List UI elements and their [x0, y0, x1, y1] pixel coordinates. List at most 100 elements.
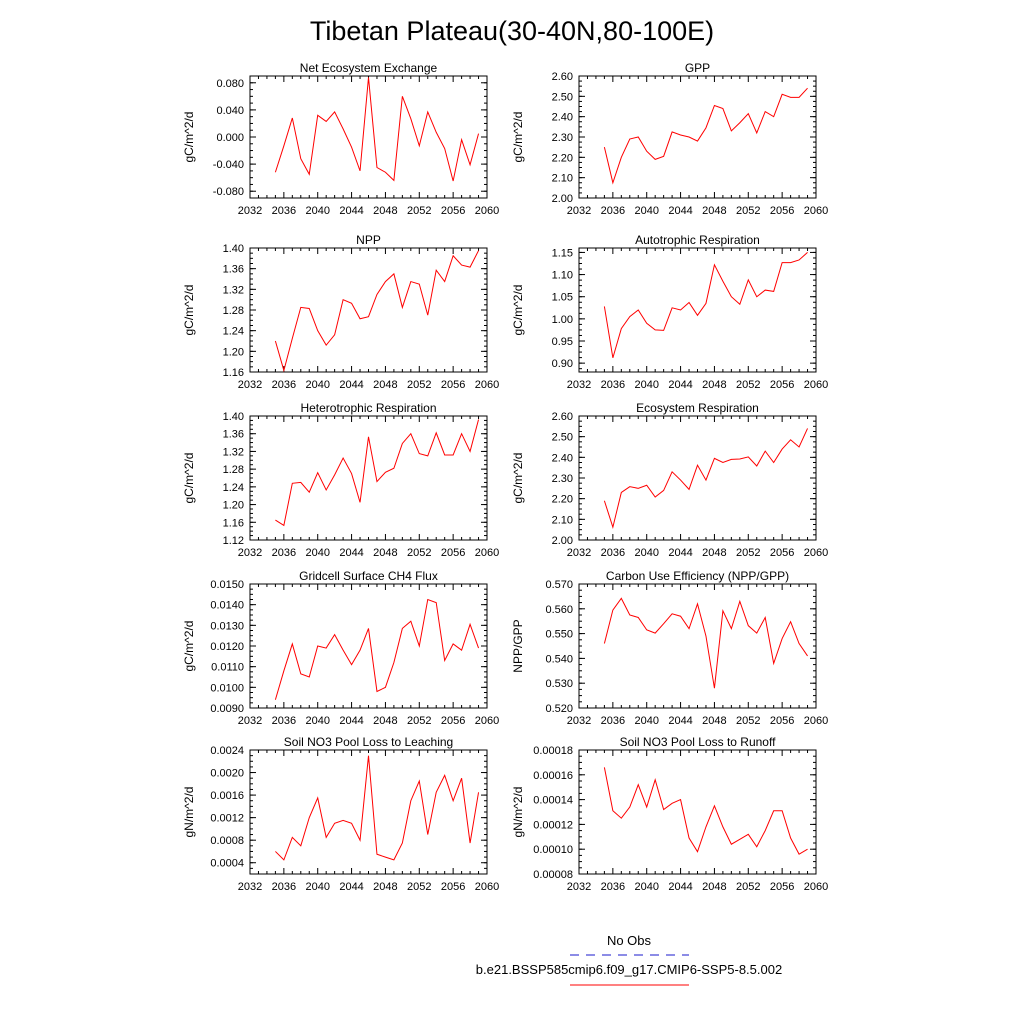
x-tick-label: 2052 — [736, 881, 760, 893]
x-tick-label: 2044 — [339, 205, 363, 217]
x-tick-label: 2052 — [736, 547, 760, 559]
y-tick-label: 0.90 — [552, 358, 573, 370]
series-line — [603, 87, 808, 185]
chart-panel: Heterotrophic Respiration 2032 2036 2040 204… — [182, 401, 499, 559]
y-tick-label: 1.12 — [223, 535, 244, 547]
y-tick-label: 1.20 — [223, 346, 244, 358]
x-tick-label: 2032 — [238, 547, 262, 559]
chart-panel: Soil NO3 Pool Loss to Runoff 2032 2036 2040… — [511, 735, 828, 893]
y-tick-label: 1.24 — [223, 326, 244, 338]
y-tick-label: 2.10 — [552, 514, 573, 526]
y-tick-label: 1.40 — [223, 243, 244, 255]
series-line — [603, 252, 808, 358]
x-tick-label: 2040 — [634, 715, 658, 727]
y-tick-label: 0.00018 — [533, 745, 573, 757]
y-tick-label: 0.0100 — [210, 682, 244, 694]
x-tick-label: 2044 — [339, 715, 363, 727]
y-tick-label: 0.530 — [545, 678, 573, 690]
y-tick-label: 0.00008 — [533, 869, 573, 881]
x-tick-label: 2044 — [668, 205, 692, 217]
series-line — [603, 428, 808, 530]
x-tick-label: 2056 — [770, 715, 794, 727]
x-tick-label: 2056 — [770, 547, 794, 559]
chart-panel: GPP 2032 2036 2040 2044 2048 2052 2056 2060 2.00 2… — [511, 61, 828, 217]
panel-title: Autotrophic Respiration — [635, 233, 760, 247]
y-axis-label: gC/m^2/d — [511, 285, 525, 336]
x-tick-label: 2044 — [339, 881, 363, 893]
x-tick-label: 2032 — [567, 715, 591, 727]
chart-panel: Autotrophic Respiration 2032 2036 2040 2044 2… — [511, 233, 828, 391]
x-tick-label: 2032 — [567, 547, 591, 559]
x-tick-label: 2060 — [475, 715, 499, 727]
x-tick-label: 2036 — [272, 715, 296, 727]
x-tick-label: 2060 — [475, 881, 499, 893]
y-tick-label: 0.550 — [545, 629, 573, 641]
x-tick-label: 2032 — [238, 379, 262, 391]
x-tick-label: 2036 — [272, 205, 296, 217]
chart-panel: NPP 2032 2036 2040 2044 2048 2052 2056 2060 1.16 1… — [182, 233, 499, 391]
legend-model-label: b.e21.BSSP585cmip6.f09_g17.CMIP6-SSP5-8.… — [476, 962, 782, 977]
x-tick-label: 2056 — [441, 547, 465, 559]
y-tick-label: -0.040 — [213, 159, 244, 171]
x-tick-label: 2044 — [339, 379, 363, 391]
chart-panel: Net Ecosystem Exchange 2032 2036 2040 2044 20… — [182, 61, 499, 217]
y-axis-label: gC/m^2/d — [511, 453, 525, 504]
x-tick-label: 2048 — [373, 715, 397, 727]
y-tick-label: 2.50 — [552, 91, 573, 103]
y-tick-label: 2.40 — [552, 112, 573, 124]
x-tick-label: 2048 — [373, 205, 397, 217]
x-tick-label: 2036 — [272, 547, 296, 559]
plot-frame — [249, 247, 488, 373]
y-tick-label: 1.16 — [223, 517, 244, 529]
panel-title: NPP — [356, 233, 381, 247]
y-tick-label: 1.36 — [223, 429, 244, 441]
y-tick-label: 1.28 — [223, 305, 244, 317]
y-tick-label: 2.20 — [552, 152, 573, 164]
y-tick-label: 1.28 — [223, 464, 244, 476]
panel-title: Ecosystem Respiration — [636, 401, 759, 415]
y-tick-label: 0.0008 — [210, 835, 244, 847]
x-tick-label: 2052 — [407, 205, 431, 217]
y-tick-label: 0.0110 — [211, 662, 244, 674]
x-tick-label: 2060 — [804, 547, 828, 559]
x-tick-label: 2040 — [634, 547, 658, 559]
x-tick-label: 2040 — [305, 547, 329, 559]
y-tick-label: 0.0150 — [210, 579, 244, 591]
y-tick-label: 0.0090 — [210, 703, 244, 715]
legend-obs-label: No Obs — [607, 933, 652, 948]
y-tick-label: 2.30 — [552, 132, 573, 144]
plot-frame — [249, 415, 488, 541]
x-tick-label: 2044 — [668, 547, 692, 559]
x-tick-label: 2060 — [475, 547, 499, 559]
x-tick-label: 2040 — [305, 715, 329, 727]
x-tick-label: 2060 — [804, 881, 828, 893]
x-tick-label: 2040 — [305, 205, 329, 217]
series-line — [275, 755, 480, 861]
x-tick-label: 2032 — [238, 205, 262, 217]
x-tick-label: 2048 — [702, 881, 726, 893]
panel-title: Gridcell Surface CH4 Flux — [299, 569, 438, 583]
x-tick-label: 2048 — [702, 379, 726, 391]
x-tick-label: 2048 — [702, 547, 726, 559]
y-tick-label: 1.36 — [223, 264, 244, 276]
y-tick-label: 2.50 — [552, 432, 573, 444]
x-tick-label: 2056 — [770, 205, 794, 217]
x-tick-label: 2044 — [668, 881, 692, 893]
y-tick-label: 0.520 — [545, 703, 573, 715]
x-tick-label: 2056 — [441, 881, 465, 893]
x-tick-label: 2052 — [407, 881, 431, 893]
x-tick-label: 2048 — [373, 379, 397, 391]
x-tick-label: 2060 — [804, 205, 828, 217]
y-tick-label: 2.20 — [552, 494, 573, 506]
y-axis-label: gN/m^2/d — [511, 787, 525, 838]
series-line — [603, 597, 808, 689]
y-tick-label: 0.00010 — [533, 844, 573, 856]
plot-frame — [249, 75, 488, 199]
x-tick-label: 2040 — [305, 881, 329, 893]
x-tick-label: 2052 — [736, 205, 760, 217]
panel-title: Net Ecosystem Exchange — [300, 61, 438, 75]
y-tick-label: 0.040 — [216, 105, 244, 117]
x-tick-label: 2056 — [441, 379, 465, 391]
x-tick-label: 2036 — [601, 379, 625, 391]
